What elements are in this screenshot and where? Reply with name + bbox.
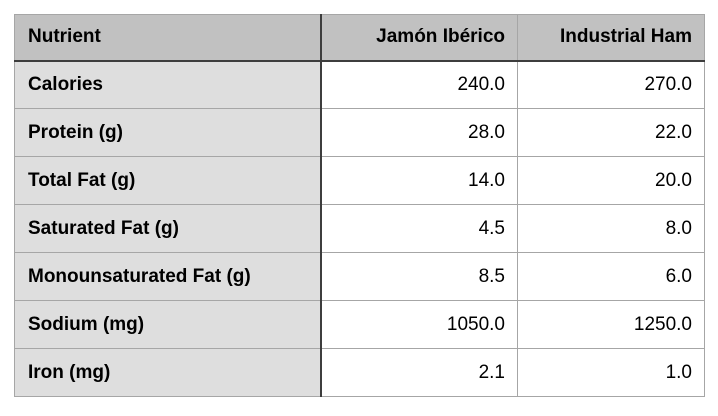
industrial-ham-value: 6.0 (517, 252, 705, 301)
industrial-ham-value: 1.0 (517, 348, 705, 397)
nutrient-label: Sodium (mg) (14, 300, 322, 349)
industrial-ham-value: 22.0 (517, 108, 705, 157)
table-header: Nutrient Jamón Ibérico Industrial Ham (14, 14, 705, 62)
jamon-iberico-value: 8.5 (320, 252, 518, 301)
table-row: Total Fat (g) 14.0 20.0 (14, 156, 705, 205)
jamon-iberico-value: 4.5 (320, 204, 518, 253)
nutrient-label: Protein (g) (14, 108, 322, 157)
table-row: Saturated Fat (g) 4.5 8.0 (14, 204, 705, 253)
column-header-industrial-ham: Industrial Ham (517, 14, 705, 62)
industrial-ham-value: 20.0 (517, 156, 705, 205)
jamon-iberico-value: 14.0 (320, 156, 518, 205)
nutrient-label: Calories (14, 60, 322, 109)
table-row: Protein (g) 28.0 22.0 (14, 108, 705, 157)
header-row: Nutrient Jamón Ibérico Industrial Ham (14, 14, 705, 62)
nutrient-label: Iron (mg) (14, 348, 322, 397)
table-row: Sodium (mg) 1050.0 1250.0 (14, 300, 705, 349)
column-header-nutrient: Nutrient (14, 14, 322, 62)
nutrient-label: Monounsaturated Fat (g) (14, 252, 322, 301)
jamon-iberico-value: 2.1 (320, 348, 518, 397)
table-body: Calories 240.0 270.0 Protein (g) 28.0 22… (14, 60, 705, 397)
table-row: Iron (mg) 2.1 1.0 (14, 348, 705, 397)
nutrient-label: Saturated Fat (g) (14, 204, 322, 253)
jamon-iberico-value: 240.0 (320, 60, 518, 109)
industrial-ham-value: 8.0 (517, 204, 705, 253)
column-header-jamon-iberico: Jamón Ibérico (320, 14, 518, 62)
industrial-ham-value: 1250.0 (517, 300, 705, 349)
jamon-iberico-value: 28.0 (320, 108, 518, 157)
nutrient-label: Total Fat (g) (14, 156, 322, 205)
table-row: Monounsaturated Fat (g) 8.5 6.0 (14, 252, 705, 301)
table-row: Calories 240.0 270.0 (14, 60, 705, 109)
nutrient-comparison-table: Nutrient Jamón Ibérico Industrial Ham Ca… (14, 14, 705, 397)
jamon-iberico-value: 1050.0 (320, 300, 518, 349)
industrial-ham-value: 270.0 (517, 60, 705, 109)
